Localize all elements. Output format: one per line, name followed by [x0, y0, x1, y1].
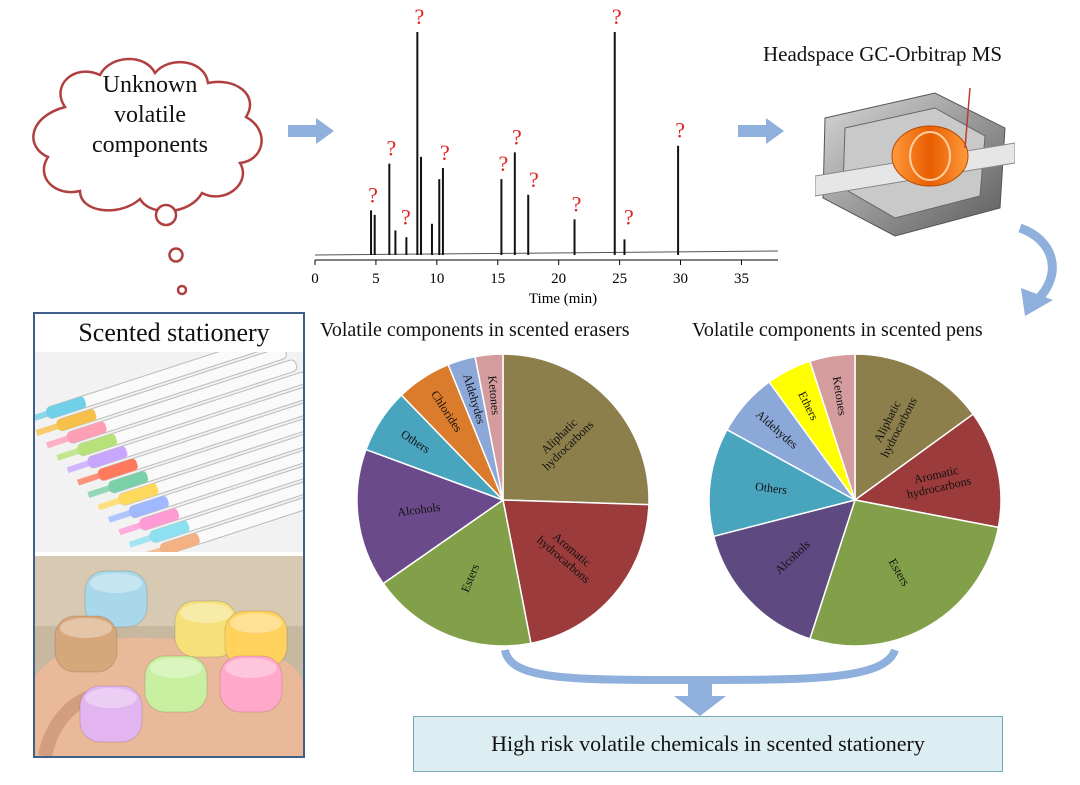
unknown-peak-marker: ? [624, 205, 634, 230]
orbitrap-instrument-illustration [815, 88, 1015, 237]
highlighter-pen [108, 433, 303, 523]
pie-slice [712, 498, 857, 640]
cloud-line-3: components [92, 132, 208, 158]
pie-slice [854, 353, 975, 502]
result-label: High risk volatile chemicals in scented … [491, 731, 925, 756]
x-tick-label: 30 [673, 271, 688, 287]
cloud-line-2: volatile [114, 102, 186, 128]
unknown-peak-marker: ? [386, 136, 396, 161]
curved-arrow-icon [1018, 223, 1057, 316]
chromatogram-x-label: Time (min) [529, 291, 597, 307]
highlighter-pen [128, 458, 303, 548]
eraser [174, 600, 238, 658]
pie-slice-label: Alcohols [396, 500, 441, 519]
chromatogram: 0 5 10 15 20 25 30 35 ???????????? Time (min) [311, 4, 779, 307]
arrow-right-icon [288, 118, 334, 144]
instrument-label: Headspace GC-Orbitrap MS [763, 42, 1003, 66]
result-box: High risk volatile chemicals in scented … [413, 716, 1003, 772]
highlighter-pens-photo [35, 352, 303, 552]
thought-cloud [32, 57, 263, 296]
unknown-peak-marker: ? [612, 4, 622, 29]
unknown-peak-marker: ? [401, 205, 411, 230]
pie-slice-label: Ketones [485, 375, 503, 416]
unknown-peak-marker: ? [572, 191, 582, 216]
eraser [79, 685, 143, 743]
eraser [54, 615, 118, 673]
pie-slice [474, 353, 504, 501]
pie-slice [808, 353, 856, 501]
x-tick-label: 25 [612, 271, 627, 287]
chromatogram-axis: 0 5 10 15 20 25 30 35 [311, 259, 778, 287]
pie-slice [502, 353, 650, 506]
highlighter-pen [139, 471, 303, 552]
x-tick-label: 35 [734, 271, 749, 287]
x-tick-label: 5 [372, 271, 380, 287]
pie-slice [502, 499, 650, 645]
highlighter-pen [46, 359, 298, 449]
unknown-peak-marker: ? [414, 4, 424, 29]
x-tick-label: 0 [311, 271, 319, 287]
highlighter-pen [77, 396, 303, 486]
erasers-pie-chart: AliphatichydrocarbonsAromatichydrocarbon… [356, 353, 650, 647]
highlighter-pen [35, 352, 287, 436]
chromatogram-trace [314, 32, 779, 256]
pie-slice [808, 499, 1000, 647]
unknown-peak-marker: ? [440, 140, 450, 165]
unknown-peak-marker: ? [675, 118, 685, 143]
cloud-text: Unknown volatile components [60, 70, 240, 160]
unknown-peak-markers: ???????????? [368, 4, 685, 230]
unknown-peak-marker: ? [512, 124, 522, 149]
erasers-photo [35, 556, 303, 756]
pie-slice-label: Others [754, 479, 788, 497]
pens-pie-title: Volatile components in scented pens [692, 319, 983, 341]
eraser [84, 570, 148, 628]
pie-slice [853, 413, 1002, 529]
erasers-pie-title: Volatile components in scented erasers [320, 319, 630, 341]
highlighter-pen [35, 352, 277, 424]
arrow-right-icon [738, 118, 784, 144]
unknown-peak-marker: ? [499, 151, 509, 176]
highlighter-pen [56, 371, 303, 461]
pie-slice [356, 448, 505, 585]
merge-arrow-icon [501, 648, 899, 716]
x-tick-label: 20 [551, 271, 566, 287]
pie-slice [382, 498, 532, 647]
x-tick-label: 10 [429, 271, 444, 287]
eraser [144, 655, 208, 713]
pie-slice [708, 428, 858, 538]
unknown-peak-marker: ? [368, 182, 378, 207]
baseline [314, 250, 779, 256]
stationery-title: Scented stationery [78, 318, 270, 347]
highlighter-pen [118, 446, 303, 536]
unknown-peak-marker: ? [529, 167, 539, 192]
pie-slice-label: Ketones [830, 375, 850, 416]
highlighter-pen [66, 384, 303, 474]
highlighter-pen [97, 421, 303, 511]
cloud-line-1: Unknown [102, 72, 198, 98]
eraser [219, 655, 283, 713]
highlighter-pen [87, 409, 303, 498]
x-tick-label: 15 [490, 271, 505, 287]
pens-pie-chart: AliphatichydrocarbonsAromatichydrocarbon… [708, 353, 1002, 647]
